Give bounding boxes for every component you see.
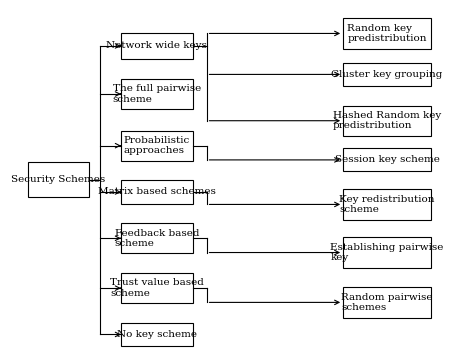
Text: Hashed Random key
predistribution: Hashed Random key predistribution (333, 111, 441, 130)
FancyBboxPatch shape (343, 148, 431, 172)
FancyBboxPatch shape (121, 223, 193, 253)
Text: Security Schemes: Security Schemes (11, 175, 106, 184)
Text: Key redistribution
scheme: Key redistribution scheme (339, 195, 435, 214)
FancyBboxPatch shape (121, 180, 193, 204)
Text: The full pairwise
scheme: The full pairwise scheme (113, 84, 201, 104)
FancyBboxPatch shape (343, 287, 431, 318)
Text: Random key
predistribution: Random key predistribution (347, 24, 427, 43)
FancyBboxPatch shape (28, 162, 89, 197)
Text: Probabilistic
approaches: Probabilistic approaches (124, 136, 190, 155)
Text: Session key scheme: Session key scheme (335, 155, 439, 164)
Text: Cluster key grouping: Cluster key grouping (331, 70, 443, 79)
FancyBboxPatch shape (121, 79, 193, 109)
FancyBboxPatch shape (121, 131, 193, 161)
FancyBboxPatch shape (121, 33, 193, 59)
FancyBboxPatch shape (343, 63, 431, 86)
FancyBboxPatch shape (343, 106, 431, 136)
FancyBboxPatch shape (343, 237, 431, 268)
Text: Matrix based schemes: Matrix based schemes (98, 187, 216, 196)
FancyBboxPatch shape (343, 189, 431, 220)
Text: Trust value based
scheme: Trust value based scheme (110, 279, 204, 298)
Text: No key scheme: No key scheme (117, 330, 197, 339)
FancyBboxPatch shape (343, 18, 431, 48)
FancyBboxPatch shape (121, 323, 193, 346)
FancyBboxPatch shape (121, 273, 193, 303)
Text: Feedback based
scheme: Feedback based scheme (115, 229, 199, 248)
Text: Network wide keys: Network wide keys (106, 41, 207, 50)
Text: Establishing pairwise
key: Establishing pairwise key (330, 243, 444, 262)
Text: Random pairwise
schemes: Random pairwise schemes (341, 293, 433, 312)
